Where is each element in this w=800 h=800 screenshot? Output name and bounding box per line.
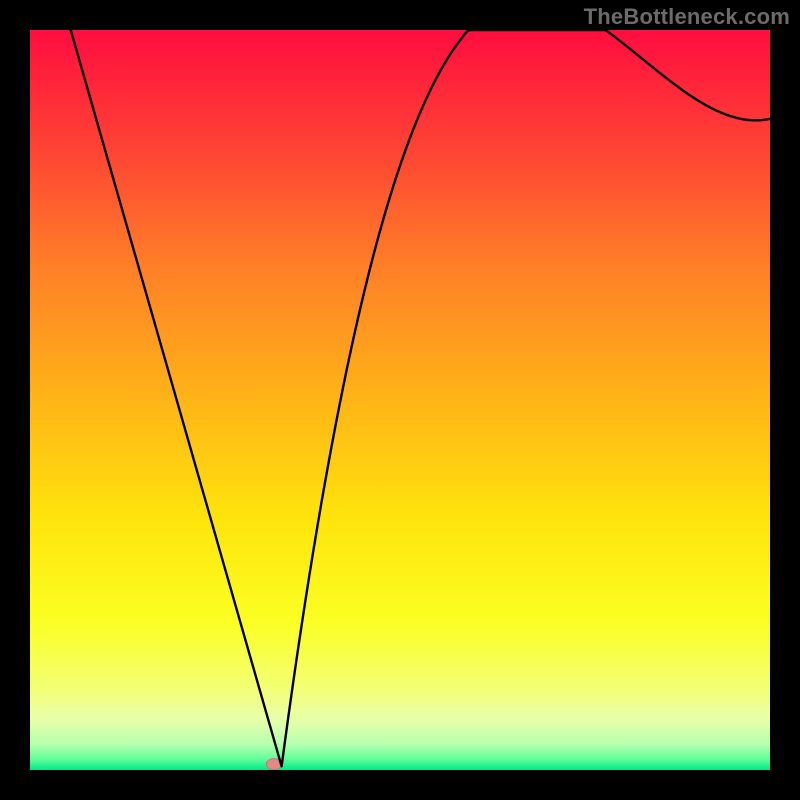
- watermark-text: TheBottleneck.com: [584, 4, 790, 30]
- plot-background: [30, 30, 770, 770]
- chart-svg: [0, 0, 800, 800]
- chart-frame: TheBottleneck.com: [0, 0, 800, 800]
